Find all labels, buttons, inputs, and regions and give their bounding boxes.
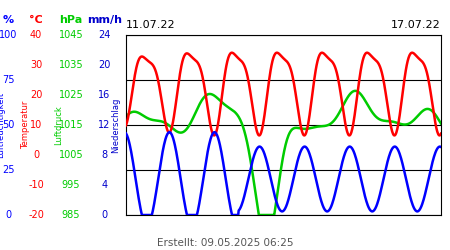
Text: 30: 30 — [30, 60, 42, 70]
Text: 0: 0 — [33, 150, 39, 160]
Text: 0: 0 — [101, 210, 108, 220]
Text: -20: -20 — [28, 210, 44, 220]
Text: 100: 100 — [0, 30, 17, 40]
Text: Luftdruck: Luftdruck — [54, 105, 63, 145]
Text: Luftfeuchtigkeit: Luftfeuchtigkeit — [0, 92, 5, 158]
Text: mm/h: mm/h — [87, 15, 122, 25]
Text: hPa: hPa — [59, 15, 83, 25]
Text: -10: -10 — [28, 180, 44, 190]
Text: 10: 10 — [30, 120, 42, 130]
Text: 11.07.22: 11.07.22 — [126, 20, 176, 30]
Text: 1005: 1005 — [59, 150, 83, 160]
Text: 24: 24 — [98, 30, 111, 40]
Text: 8: 8 — [101, 150, 108, 160]
Text: 17.07.22: 17.07.22 — [391, 20, 441, 30]
Text: 75: 75 — [2, 75, 14, 85]
Text: 985: 985 — [62, 210, 81, 220]
Text: 20: 20 — [30, 90, 42, 100]
Text: 40: 40 — [30, 30, 42, 40]
Text: 1035: 1035 — [59, 60, 83, 70]
Text: 0: 0 — [5, 210, 11, 220]
Text: 1025: 1025 — [58, 90, 84, 100]
Text: 995: 995 — [62, 180, 81, 190]
Text: 1015: 1015 — [59, 120, 83, 130]
Text: 50: 50 — [2, 120, 14, 130]
Text: 4: 4 — [101, 180, 108, 190]
Text: Erstellt: 09.05.2025 06:25: Erstellt: 09.05.2025 06:25 — [157, 238, 293, 248]
Text: °C: °C — [29, 15, 43, 25]
Text: 20: 20 — [98, 60, 111, 70]
Text: %: % — [3, 15, 14, 25]
Text: 25: 25 — [2, 165, 14, 175]
Text: Niederschlag: Niederschlag — [111, 97, 120, 153]
Text: Temperatur: Temperatur — [21, 101, 30, 149]
Text: 12: 12 — [98, 120, 111, 130]
Text: 1045: 1045 — [59, 30, 83, 40]
Text: 16: 16 — [98, 90, 111, 100]
